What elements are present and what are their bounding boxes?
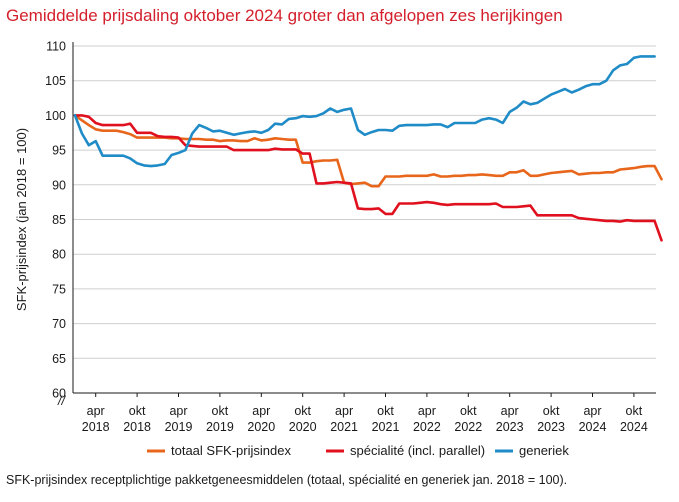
legend-label: spécialité (incl. parallel) xyxy=(350,443,485,458)
x-tick-label-month: okt xyxy=(543,404,560,418)
y-axis-label: SFK-prijsindex (jan 2018 = 100) xyxy=(14,128,29,311)
y-tick-label: 70 xyxy=(52,317,66,331)
x-tick-label-month: okt xyxy=(377,404,394,418)
x-tick-label-year: 2020 xyxy=(247,420,275,434)
x-tick-label-year: 2024 xyxy=(620,420,648,434)
x-tick-label-month: okt xyxy=(460,404,477,418)
x-tick-label-year: 2019 xyxy=(206,420,234,434)
x-tick-label-month: okt xyxy=(626,404,643,418)
chart-caption: SFK-prijsindex receptplichtige pakketgen… xyxy=(6,473,568,487)
y-tick-labels: 60 65 70 75 80 85 90 95 100 105 110 xyxy=(45,40,66,401)
x-tick-label-year: 2023 xyxy=(537,420,565,434)
x-tick-label-month: apr xyxy=(87,404,105,418)
y-tick-label: 90 xyxy=(52,178,66,192)
series-line xyxy=(73,114,663,188)
x-tick-label-year: 2019 xyxy=(165,420,193,434)
x-tick-label-month: apr xyxy=(252,404,270,418)
legend-label: generiek xyxy=(519,443,569,458)
x-tick-label-month: apr xyxy=(169,404,187,418)
y-tick-label: 95 xyxy=(52,144,66,158)
y-tick-label: 65 xyxy=(52,352,66,366)
y-tick-label: 100 xyxy=(45,109,66,123)
gridlines xyxy=(73,45,656,359)
chart-title: Gemiddelde prijsdaling oktober 2024 grot… xyxy=(6,6,563,25)
axis-break-mark: // xyxy=(57,394,66,408)
x-tick-label-month: okt xyxy=(212,404,229,418)
series-lines xyxy=(73,55,663,242)
x-tick-label-month: apr xyxy=(501,404,519,418)
x-tick-label-year: 2021 xyxy=(372,420,400,434)
series-line xyxy=(73,55,656,168)
x-tick-labels: apr 2018 okt 2018 apr 2019 okt 2019 apr 2020 okt 20… xyxy=(82,393,648,434)
x-tick-label-month: apr xyxy=(583,404,601,418)
y-tick-label: 85 xyxy=(52,213,66,227)
x-axis: // xyxy=(57,392,656,408)
x-tick-label-year: 2018 xyxy=(82,420,110,434)
x-tick-label-month: okt xyxy=(129,404,146,418)
x-tick-label-month: apr xyxy=(418,404,436,418)
x-tick-label-year: 2020 xyxy=(289,420,317,434)
x-tick-label-year: 2022 xyxy=(413,420,441,434)
y-tick-label: 75 xyxy=(52,282,66,296)
series-line xyxy=(73,114,663,242)
y-tick-label: 105 xyxy=(45,74,66,88)
x-tick-label-month: okt xyxy=(294,404,311,418)
y-tick-label: 80 xyxy=(52,248,66,262)
x-tick-label-year: 2018 xyxy=(123,420,151,434)
legend-label: totaal SFK-prijsindex xyxy=(171,443,291,458)
y-tick-label: 60 xyxy=(52,387,66,401)
legend: totaal SFK-prijsindex spécialité (incl. p… xyxy=(147,443,569,458)
x-tick-label-year: 2024 xyxy=(579,420,607,434)
x-tick-label-year: 2023 xyxy=(496,420,524,434)
y-tick-label: 110 xyxy=(46,40,66,54)
x-tick-label-year: 2022 xyxy=(454,420,482,434)
x-tick-label-year: 2021 xyxy=(330,420,358,434)
x-tick-label-month: apr xyxy=(335,404,353,418)
